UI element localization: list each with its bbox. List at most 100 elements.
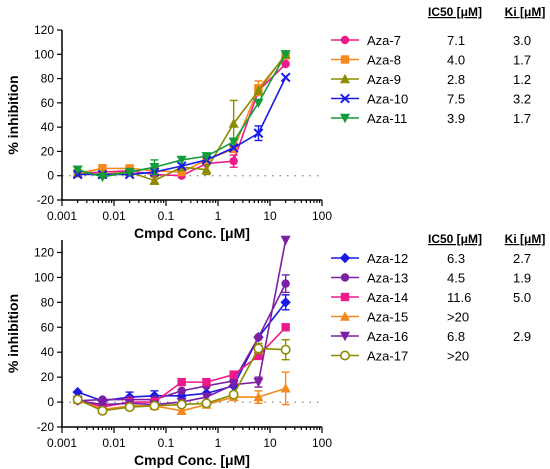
data-point	[97, 400, 108, 410]
legend-label: Aza-11	[367, 111, 407, 126]
x-axis-title: Cmpd Conc. [μM]	[134, 452, 250, 468]
data-point	[253, 343, 264, 354]
data-point	[149, 163, 160, 173]
x-tick-label: 1	[215, 436, 222, 450]
legend-ki: 1.2	[513, 72, 531, 87]
data-point	[72, 394, 83, 405]
data-point	[177, 377, 186, 387]
data-point	[280, 383, 291, 393]
data-point	[229, 370, 238, 379]
legend-ic50: 6.3	[447, 251, 465, 266]
y-tick-label: 20	[41, 370, 55, 384]
data-point	[176, 155, 187, 166]
data-point	[281, 279, 290, 288]
legend-2: IC50 [μM] Ki [μM] Aza-12 6.3 2.7 Aza-13 4.5 1.9…	[331, 232, 545, 364]
data-point	[176, 405, 187, 415]
y-tick-label: 80	[41, 295, 55, 309]
legend-ki: 3.2	[513, 92, 531, 107]
data-point	[280, 50, 291, 60]
y-tick-label: 120	[34, 245, 54, 259]
legend-ki: 1.7	[513, 111, 531, 126]
legend-ki-header: Ki [μM]	[505, 5, 546, 19]
x-tick-label: 0.1	[158, 209, 175, 223]
legend-label: Aza-9	[367, 72, 401, 87]
legend-label: Aza-8	[367, 53, 401, 68]
legend-marker	[340, 311, 350, 321]
data-point	[201, 398, 212, 409]
y-axis-title: % inhibition	[5, 294, 21, 373]
legend-label: Aza-16	[367, 329, 408, 344]
y-tick-label: 80	[41, 72, 55, 86]
data-point	[177, 386, 186, 396]
legend-1: IC50 [μM] Ki [μM] Aza-7 7.1 3.0 Aza-8 4.0 1.7 Az…	[331, 5, 545, 126]
data-point	[149, 175, 160, 185]
data-point	[97, 405, 108, 416]
data-point	[280, 235, 291, 246]
data-point	[281, 323, 290, 332]
legend-ki: 2.7	[513, 251, 531, 266]
legend-marker	[340, 73, 350, 84]
legend-label: Aza-12	[367, 251, 408, 266]
x-tick-label: 0.01	[102, 436, 126, 450]
y-tick-label: 40	[41, 120, 55, 134]
legend-label: Aza-13	[367, 271, 408, 286]
y-axis-title: % inhibition	[5, 75, 21, 154]
legend-label: Aza-17	[367, 349, 408, 364]
y-tick-label: 60	[41, 96, 55, 110]
x-tick-label: 0.1	[158, 436, 175, 450]
data-point	[253, 377, 264, 388]
data-point	[280, 72, 291, 83]
legend-marker	[340, 292, 350, 302]
legend-marker	[340, 35, 350, 45]
data-point	[253, 128, 264, 139]
data-point	[201, 164, 212, 174]
x-tick-label: 10	[263, 209, 277, 223]
legend-label: Aza-10	[367, 92, 408, 107]
data-point	[177, 167, 186, 177]
data-point	[124, 402, 135, 413]
legend-marker	[340, 331, 350, 342]
legend-ic50: 6.8	[447, 329, 465, 344]
data-point	[97, 172, 108, 183]
legend-ic50: 3.9	[447, 111, 465, 126]
legend-label: Aza-7	[367, 33, 401, 48]
y-tick-label: 100	[34, 47, 54, 61]
x-tick-label: 0.001	[47, 436, 77, 450]
legend-ic50-header: IC50 [μM]	[428, 5, 482, 19]
legend-ic50: 7.1	[447, 33, 465, 48]
data-point	[253, 98, 264, 109]
y-tick-label: 0	[47, 395, 54, 409]
legend-marker	[340, 273, 350, 282]
data-point	[254, 351, 263, 361]
series-aza-17	[72, 339, 291, 416]
legend-ki: 5.0	[513, 290, 531, 305]
data-point	[176, 161, 187, 171]
plot-area	[72, 235, 291, 416]
data-point	[149, 400, 160, 411]
x-tick-label: 10	[263, 436, 277, 450]
data-point	[280, 344, 291, 355]
chart-panel-1: -20 0 20 40 60 80 100 120 0.001 0.01 0.1 1 10 100 Cmpd…	[5, 5, 545, 241]
data-point	[229, 156, 238, 166]
legend-ic50: 11.6	[447, 290, 471, 305]
data-point	[72, 165, 83, 175]
legend-ic50: >20	[447, 310, 469, 325]
data-point	[228, 118, 239, 128]
data-point	[124, 167, 135, 178]
legend-ic50: 4.0	[447, 53, 465, 68]
data-point	[228, 389, 239, 400]
data-point	[202, 377, 211, 387]
data-point	[98, 164, 107, 173]
series-line	[77, 54, 287, 175]
legend-ic50: 2.8	[447, 72, 465, 87]
data-point	[201, 152, 212, 162]
data-point	[228, 137, 239, 147]
legend-ki: 1.7	[513, 53, 531, 68]
y-tick-label: 40	[41, 345, 55, 359]
y-tick-label: 0	[47, 169, 54, 183]
y-tick-label: -20	[37, 420, 55, 434]
legend-marker	[339, 252, 351, 264]
data-point	[201, 392, 212, 403]
legend-ki-header: Ki [μM]	[505, 232, 546, 246]
